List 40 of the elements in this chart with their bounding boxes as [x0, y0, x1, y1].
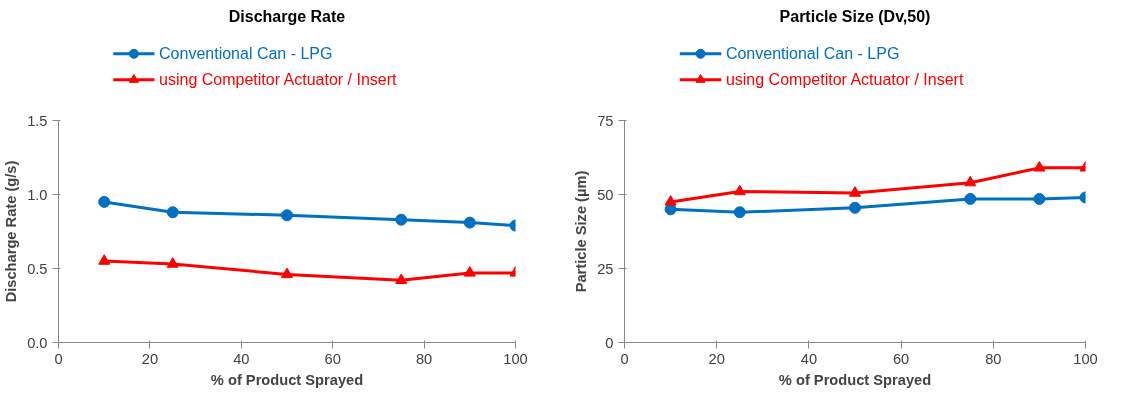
y-tick-label: 0.0 — [27, 334, 48, 351]
x-tick-label: 0 — [54, 350, 63, 367]
x-tick-label: 80 — [415, 350, 433, 367]
chart-title: Discharge Rate — [228, 7, 346, 25]
x-tick-label: 40 — [233, 350, 250, 367]
y-tick-label: 1.5 — [27, 112, 48, 129]
x-tick-label: 80 — [985, 350, 1002, 367]
chart-title: Particle Size (Dv,50) — [779, 7, 931, 25]
y-tick-label: 1.0 — [27, 186, 48, 203]
x-axis-title: % of Product Sprayed — [210, 371, 364, 388]
x-tick-label: 60 — [324, 350, 341, 367]
point — [98, 195, 111, 208]
legend-label: using Competitor Actuator / Insert — [159, 71, 398, 89]
x-tick-label: 20 — [141, 350, 159, 367]
point — [463, 266, 476, 277]
y-tick-label: 0.5 — [27, 260, 48, 277]
x-tick-label: 40 — [800, 350, 818, 367]
x-tick-label: 100 — [503, 350, 528, 367]
x-tick-label: 100 — [1073, 350, 1098, 367]
legend-label: Conventional Can - LPG — [725, 45, 900, 63]
point — [281, 209, 293, 222]
point — [98, 254, 111, 265]
y-tick-label: 50 — [597, 186, 614, 203]
x-axis-title: % of Product Sprayed — [778, 371, 932, 388]
legend-label: Conventional Can - LPG — [159, 45, 333, 63]
y-tick-label: 25 — [597, 260, 614, 277]
point — [166, 206, 179, 219]
x-tick-label: 0 — [620, 350, 629, 367]
x-tick-label: 60 — [892, 350, 910, 367]
y-tick-label: 0 — [605, 334, 614, 351]
point — [281, 267, 293, 279]
y-axis-title: Discharge Rate (g/s) — [3, 160, 20, 303]
legend-label: using Competitor Actuator / Insert — [725, 71, 964, 89]
point — [166, 257, 179, 268]
y-tick-label: 75 — [597, 112, 614, 129]
point — [395, 213, 408, 226]
x-tick-label: 20 — [708, 350, 725, 367]
point — [463, 216, 476, 229]
y-axis-title: Particle Size (µm) — [573, 170, 590, 293]
point — [395, 273, 408, 285]
